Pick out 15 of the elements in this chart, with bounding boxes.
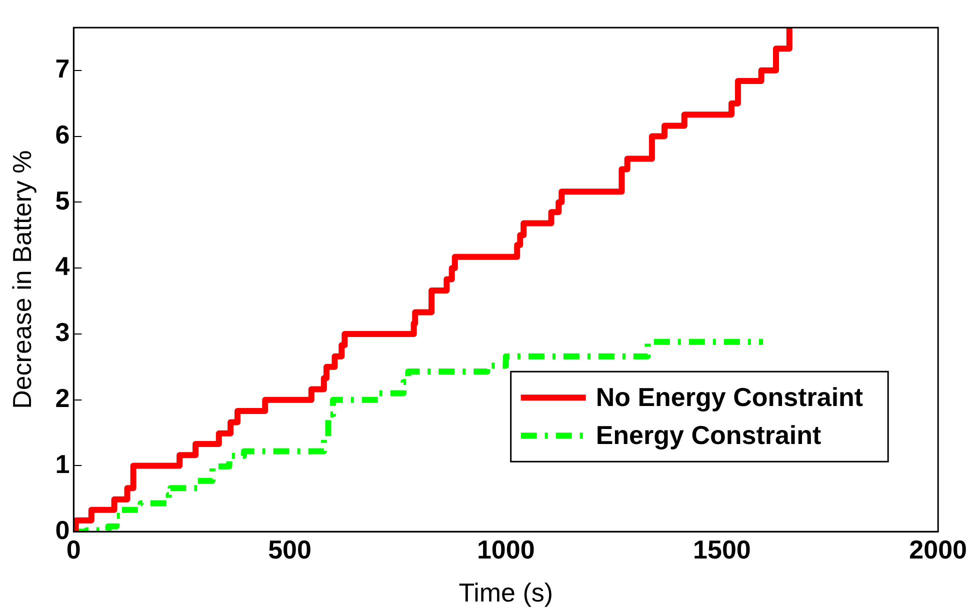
x-tick-label: 1000 bbox=[476, 534, 535, 564]
x-tick-label: 2000 bbox=[909, 534, 967, 564]
y-tick-label: 7 bbox=[55, 54, 70, 84]
y-tick-label: 4 bbox=[55, 251, 70, 282]
x-axis-title: Time (s) bbox=[458, 578, 554, 608]
y-tick-label: 6 bbox=[55, 119, 70, 150]
y-tick-label: 5 bbox=[55, 185, 70, 216]
x-tick-label: 1500 bbox=[693, 534, 751, 564]
legend-label: Energy Constraint bbox=[596, 420, 822, 450]
y-tick-label: 1 bbox=[55, 448, 70, 479]
y-axis-title: Decrease in Battery % bbox=[6, 150, 37, 409]
x-tick-label: 500 bbox=[268, 534, 312, 564]
legend-label: No Energy Constraint bbox=[596, 382, 864, 412]
y-tick-label: 2 bbox=[55, 383, 70, 414]
y-tick-label: 3 bbox=[55, 317, 70, 348]
